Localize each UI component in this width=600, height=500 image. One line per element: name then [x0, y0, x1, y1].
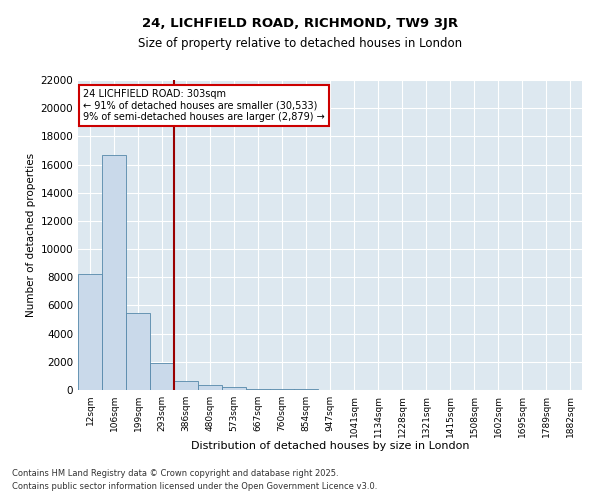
Bar [150, 363, 174, 390]
Text: 24, LICHFIELD ROAD, RICHMOND, TW9 3JR: 24, LICHFIELD ROAD, RICHMOND, TW9 3JR [142, 18, 458, 30]
Bar [198, 385, 222, 390]
Y-axis label: Number of detached properties: Number of detached properties [26, 153, 36, 317]
Bar [126, 312, 150, 390]
Bar [246, 388, 270, 390]
Text: Size of property relative to detached houses in London: Size of property relative to detached ho… [138, 38, 462, 51]
Bar [270, 389, 294, 390]
Text: Contains HM Land Registry data © Crown copyright and database right 2025.: Contains HM Land Registry data © Crown c… [12, 468, 338, 477]
X-axis label: Distribution of detached houses by size in London: Distribution of detached houses by size … [191, 441, 469, 451]
Text: Contains public sector information licensed under the Open Government Licence v3: Contains public sector information licen… [12, 482, 377, 491]
Bar [222, 387, 246, 390]
Bar [78, 274, 102, 390]
Bar [102, 154, 126, 390]
Text: 24 LICHFIELD ROAD: 303sqm
← 91% of detached houses are smaller (30,533)
9% of se: 24 LICHFIELD ROAD: 303sqm ← 91% of detac… [83, 90, 325, 122]
Bar [174, 381, 198, 390]
